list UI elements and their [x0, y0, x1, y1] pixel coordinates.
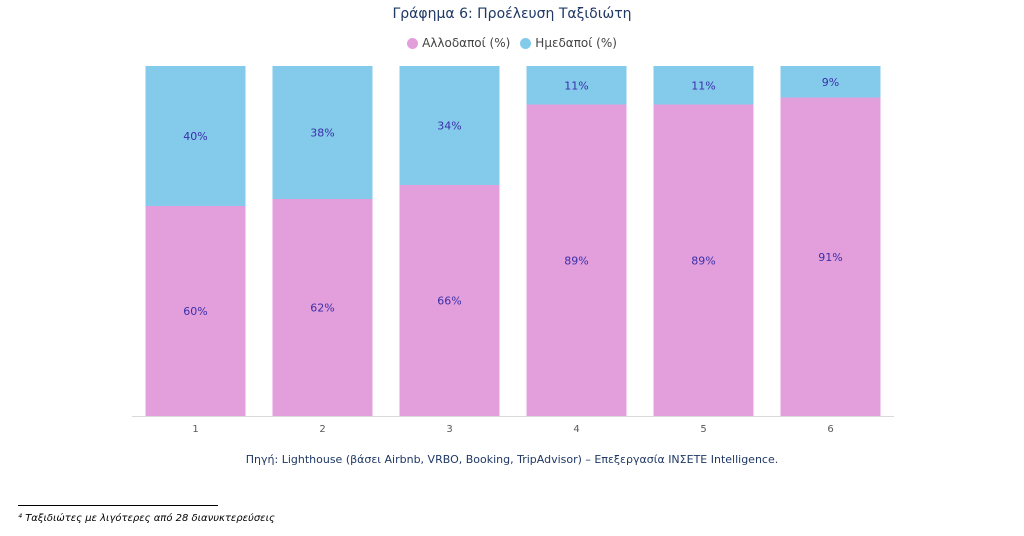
legend-item-foreign[interactable]: Αλλοδαποί (%)	[407, 36, 510, 50]
data-label-domestic-2: 38%	[310, 127, 334, 140]
legend-item-domestic[interactable]: Ημεδαποί (%)	[520, 36, 617, 50]
bar-domestic-5[interactable]	[653, 66, 754, 105]
footnote: ⁴ Ταξιδιώτες με λιγότερες από 28 διανυκτ…	[18, 513, 275, 524]
bar-domestic-3[interactable]	[399, 66, 500, 185]
bar-foreign-5[interactable]	[653, 104, 754, 417]
bar-foreign-4[interactable]	[526, 104, 627, 417]
legend-label-foreign: Αλλοδαποί (%)	[422, 36, 511, 50]
bar-domestic-1[interactable]	[145, 66, 246, 206]
data-label-domestic-4: 11%	[564, 79, 588, 92]
bar-foreign-2[interactable]	[272, 199, 373, 416]
bar-foreign-3[interactable]	[399, 185, 500, 416]
legend-label-domestic: Ημεδαποί (%)	[535, 36, 617, 50]
data-label-domestic-3: 34%	[437, 120, 461, 133]
bar-domestic-2[interactable]	[272, 66, 373, 199]
bar-domestic-6[interactable]	[780, 66, 881, 98]
bar-foreign-1[interactable]	[145, 206, 246, 416]
bar-foreign-6[interactable]	[780, 97, 881, 417]
data-label-domestic-5: 11%	[691, 79, 715, 92]
data-label-domestic-1: 40%	[183, 130, 207, 143]
footnote-divider	[18, 505, 218, 506]
data-label-foreign-6: 91%	[818, 251, 842, 264]
bar-domestic-4[interactable]	[526, 66, 627, 105]
data-label-foreign-3: 66%	[437, 295, 461, 308]
data-label-domestic-6: 9%	[822, 76, 839, 89]
data-label-foreign-5: 89%	[691, 254, 715, 267]
legend-swatch-domestic	[520, 37, 532, 49]
data-label-foreign-1: 60%	[183, 305, 207, 318]
chart-title: Γράφημα 6: Προέλευση Ταξιδιώτη	[392, 6, 632, 22]
x-tick-label-1: 1	[192, 424, 198, 435]
data-label-foreign-2: 62%	[310, 302, 334, 315]
source-note: Πηγή: Lighthouse (βάσει Airbnb, VRBO, Bo…	[245, 453, 779, 466]
x-tick-label-2: 2	[319, 424, 325, 435]
x-tick-label-3: 3	[446, 424, 452, 435]
x-tick-label-6: 6	[827, 424, 833, 435]
x-tick-label-5: 5	[700, 424, 706, 435]
x-tick-label-4: 4	[573, 424, 579, 435]
data-label-foreign-4: 89%	[564, 254, 588, 267]
chart-legend: Αλλοδαποί (%) Ημεδαποί (%)	[0, 36, 1024, 50]
legend-swatch-foreign	[407, 37, 419, 49]
